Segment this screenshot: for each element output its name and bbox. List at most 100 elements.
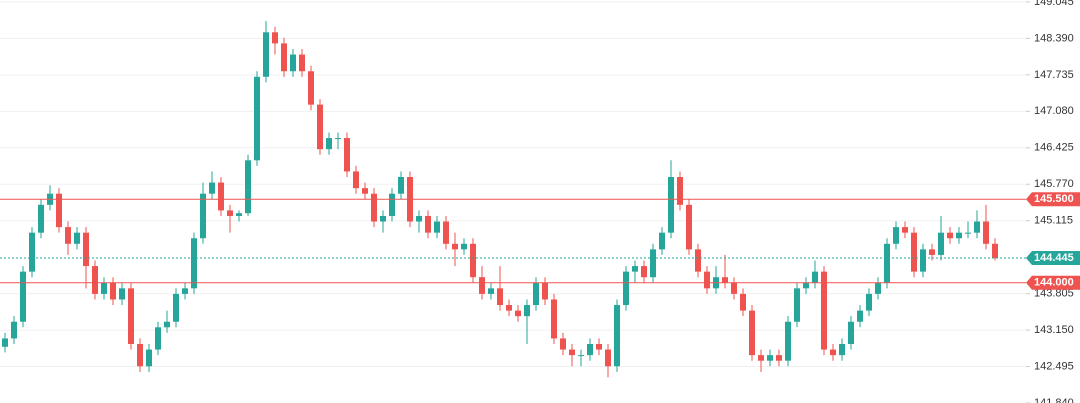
candle-body (947, 232, 953, 239)
candle-body (344, 138, 350, 172)
candle-body (668, 177, 674, 233)
candle-body (443, 221, 449, 244)
candle-body (506, 305, 512, 311)
candle-body (893, 227, 899, 244)
candle-body (164, 321, 170, 328)
candle-body (956, 232, 962, 239)
candle-body (56, 193, 62, 228)
candle-body (263, 32, 269, 77)
candle-body (821, 271, 827, 350)
price-tag-label: 145.500 (1034, 193, 1074, 205)
price-tag-label: 144.445 (1034, 252, 1074, 264)
y-tick-label: 147.735 (1034, 69, 1074, 81)
candle-body (830, 349, 836, 356)
candle-body (578, 355, 584, 357)
candle-body (587, 343, 593, 356)
candle-body (785, 321, 791, 361)
candle-body (137, 343, 143, 367)
candle-body (290, 54, 296, 72)
candle-body (794, 288, 800, 322)
candle-body (200, 193, 206, 239)
candle-body (722, 277, 728, 283)
candle-body (848, 321, 854, 344)
candle-body (551, 299, 557, 339)
y-tick-label: 142.495 (1034, 360, 1074, 372)
candle-body (227, 210, 233, 216)
candle-body (965, 232, 971, 234)
candle-body (569, 349, 575, 356)
y-tick-label: 148.390 (1034, 32, 1074, 44)
candle-body (488, 288, 494, 294)
candle-body (704, 271, 710, 289)
candle-body (452, 243, 458, 250)
candle-body (650, 249, 656, 278)
candle-body (803, 282, 809, 289)
candle-body (254, 76, 260, 161)
candle-body (191, 238, 197, 289)
candle-body (605, 349, 611, 367)
candle-body (614, 305, 620, 367)
candle-body (641, 266, 647, 278)
candle-body (983, 221, 989, 244)
candle-body (182, 288, 188, 294)
candle-body (929, 249, 935, 255)
candle-body (560, 338, 566, 350)
candle-body (236, 213, 242, 216)
candle-body (497, 288, 503, 306)
candle-body (434, 221, 440, 233)
candle-body (542, 282, 548, 300)
candle-body (11, 321, 17, 339)
y-tick-label: 147.080 (1034, 105, 1074, 117)
candle-body (695, 249, 701, 272)
candle-body (119, 288, 125, 300)
candle-body (740, 293, 746, 311)
candle-body (686, 204, 692, 250)
candle-body (974, 221, 980, 233)
candle-body (29, 232, 35, 272)
y-tick-label: 145.115 (1034, 215, 1073, 227)
candle-body (461, 243, 467, 250)
candle-body (362, 188, 368, 194)
price-tag-label: 144.000 (1034, 277, 1074, 289)
candle-body (731, 282, 737, 294)
y-tick-label: 143.805 (1034, 288, 1074, 300)
candle-body (218, 182, 224, 211)
candle-body (38, 204, 44, 233)
candle-body (146, 349, 152, 367)
candle-body (875, 282, 881, 294)
candle-body (623, 271, 629, 306)
candle-body (92, 266, 98, 294)
y-tick-label: 143.150 (1034, 324, 1074, 336)
candle-body (911, 232, 917, 272)
candle-body (281, 43, 287, 72)
y-tick-label: 145.770 (1034, 178, 1074, 190)
candle-body (938, 232, 944, 255)
candle-body (776, 355, 782, 361)
candle-body (74, 232, 80, 244)
candle-body (425, 215, 431, 233)
candle-body (767, 355, 773, 361)
candle-body (839, 343, 845, 356)
candle-body (326, 138, 332, 150)
candle-body (515, 310, 521, 317)
candle-body (317, 104, 323, 150)
candle-body (758, 355, 764, 361)
candle-body (920, 249, 926, 272)
candle-body (596, 343, 602, 350)
candle-body (65, 227, 71, 244)
y-tick-label: 149.045 (1034, 0, 1074, 8)
candle-body (659, 232, 665, 250)
candle-body (749, 310, 755, 356)
candle-body (380, 215, 386, 222)
candle-body (245, 160, 251, 214)
price-tag (1026, 250, 1080, 265)
candle-body (992, 243, 998, 258)
candle-body (209, 182, 215, 194)
candle-body (101, 282, 107, 294)
candle-body (632, 266, 638, 272)
candle-body (389, 193, 395, 216)
candle-body (533, 282, 539, 306)
candle-body (155, 327, 161, 350)
candle-body (857, 310, 863, 322)
